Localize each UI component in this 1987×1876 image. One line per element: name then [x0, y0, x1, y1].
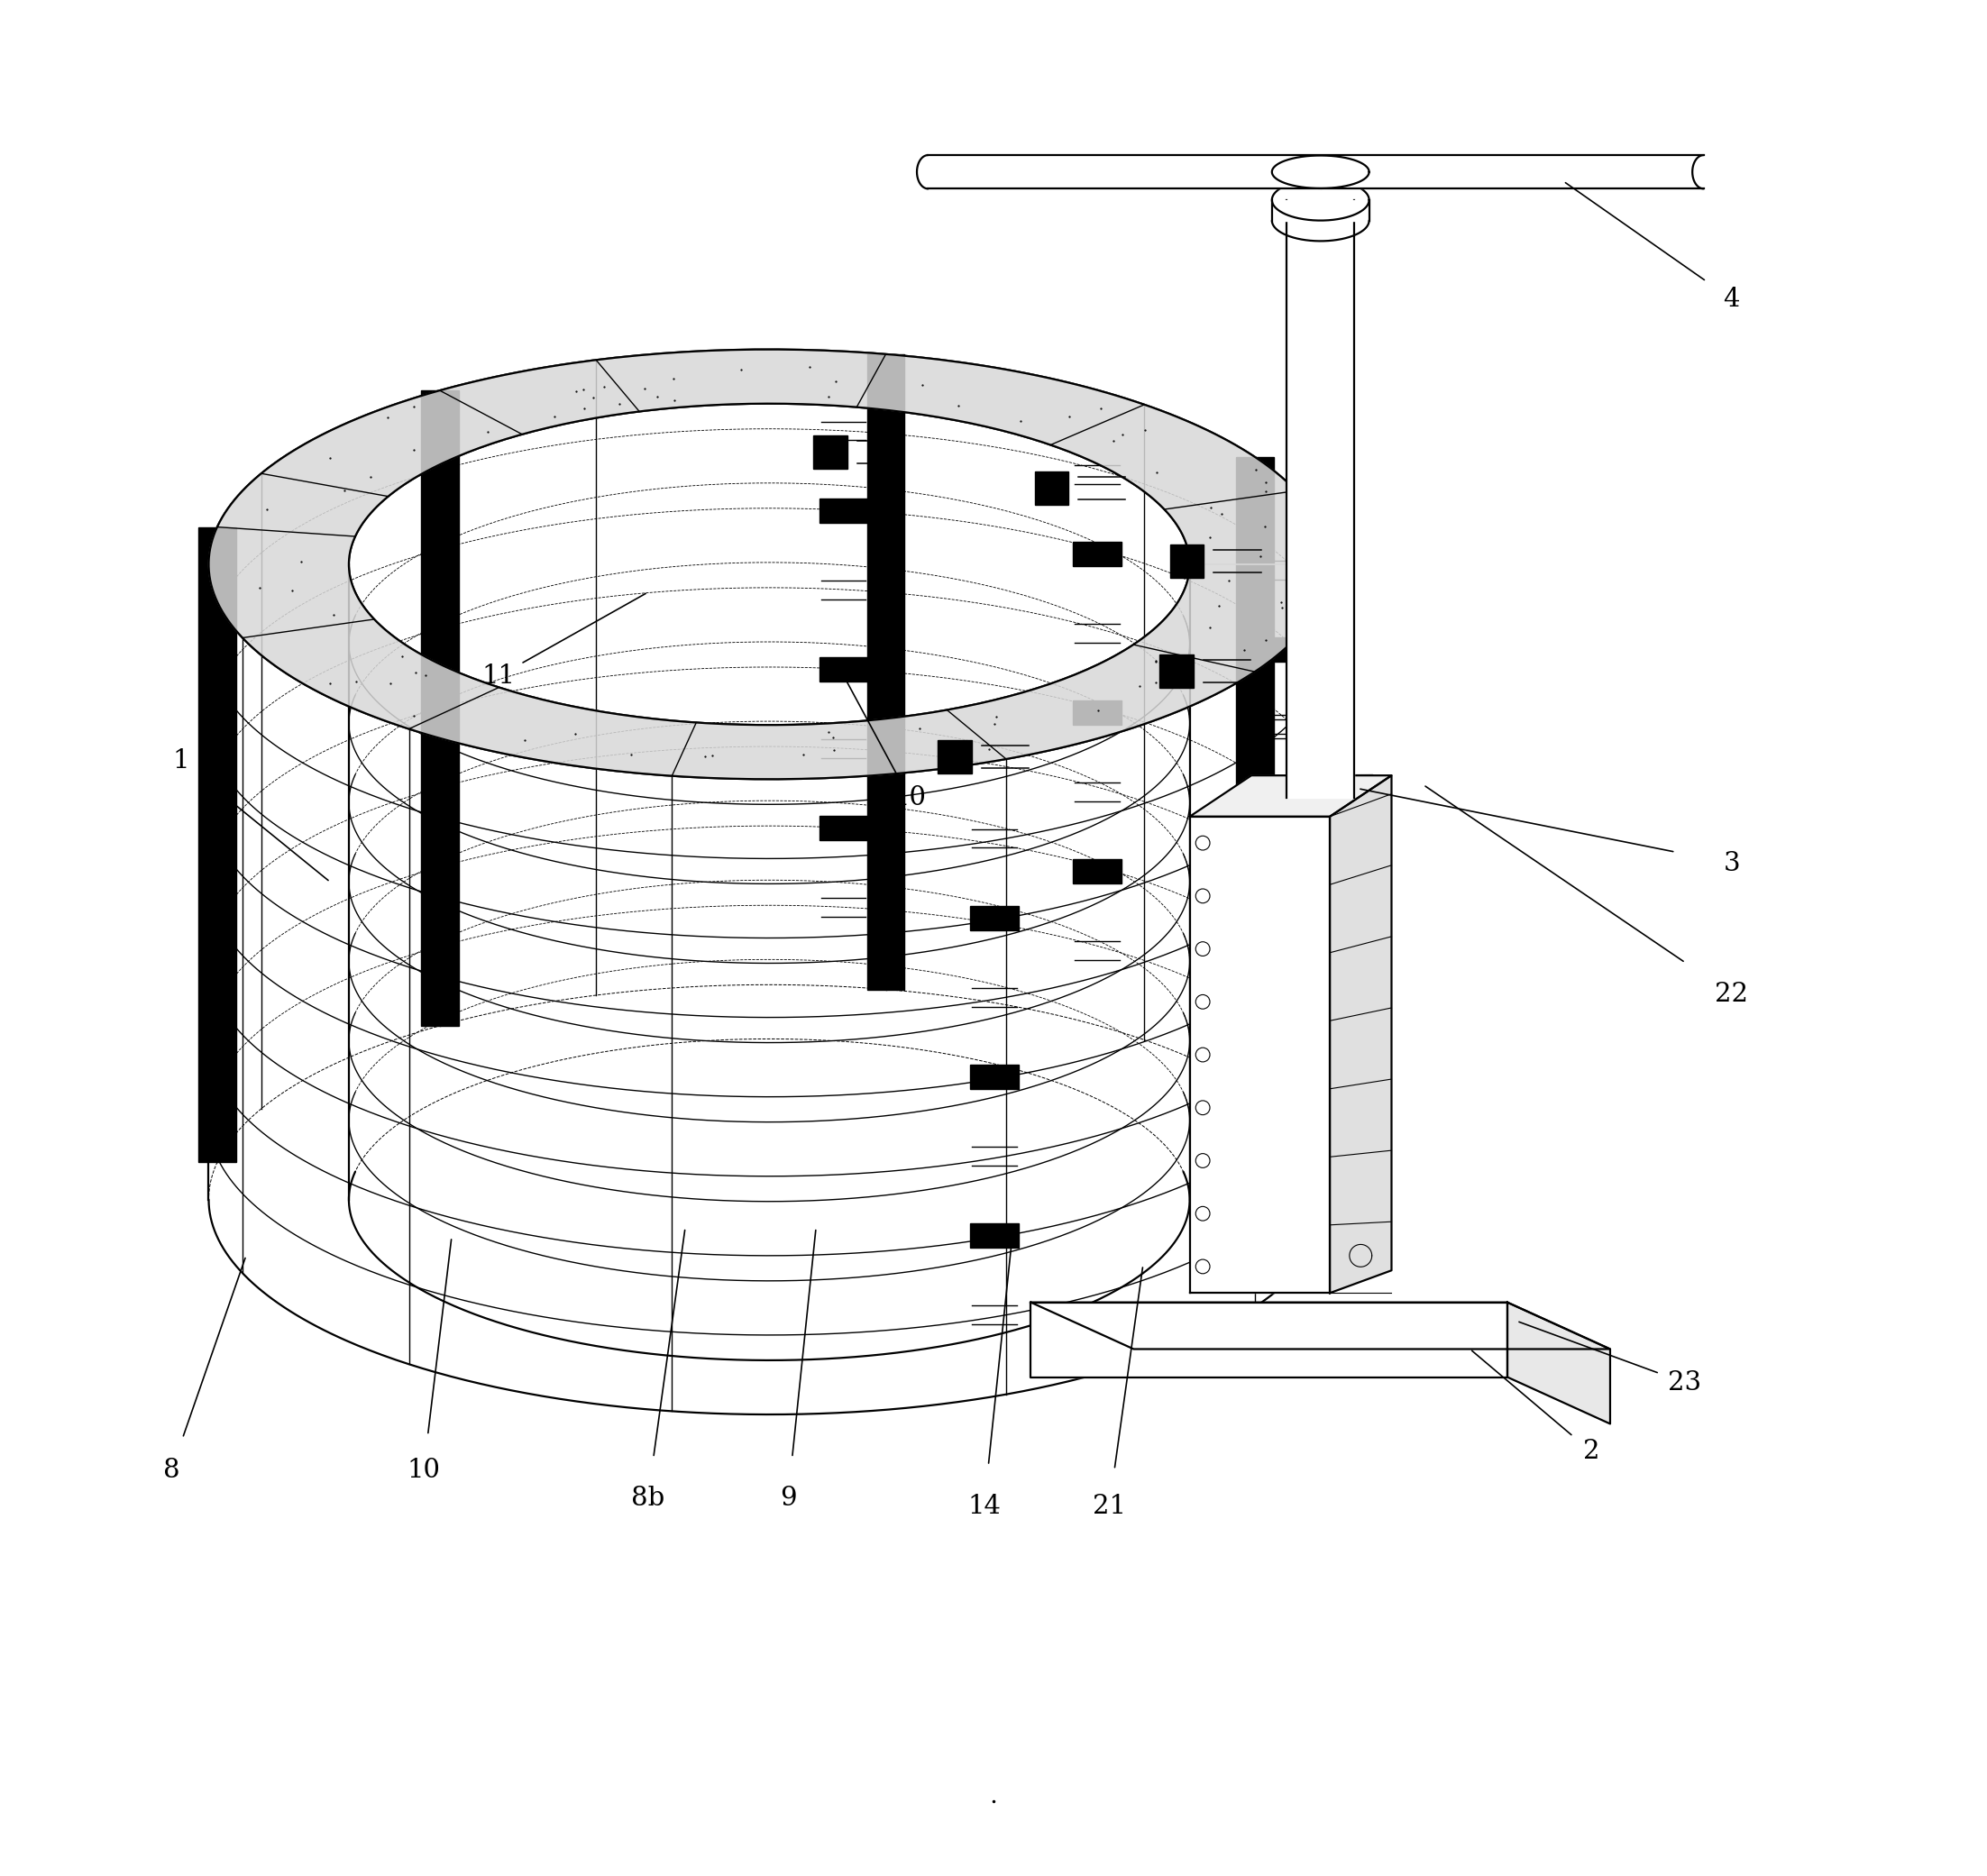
Text: 21: 21	[1093, 1493, 1127, 1520]
Polygon shape	[209, 349, 1329, 779]
Polygon shape	[1260, 775, 1373, 816]
Polygon shape	[209, 349, 1329, 1236]
Bar	[1238, 951, 1288, 976]
Bar	[1035, 471, 1069, 505]
Bar	[1246, 955, 1294, 979]
Text: 8: 8	[163, 1458, 179, 1484]
Polygon shape	[1190, 775, 1391, 816]
Bar	[1073, 542, 1121, 567]
Bar	[813, 435, 846, 469]
Text: 8b: 8b	[632, 1486, 664, 1512]
Bar	[938, 739, 972, 773]
Polygon shape	[1031, 1302, 1508, 1377]
Polygon shape	[1508, 1302, 1609, 1424]
Bar	[1073, 859, 1121, 884]
Bar	[819, 499, 868, 523]
Polygon shape	[421, 390, 459, 1026]
Circle shape	[1196, 1259, 1210, 1274]
Text: 3: 3	[1723, 850, 1741, 876]
Text: 2: 2	[1584, 1439, 1600, 1465]
Bar	[819, 816, 868, 840]
Circle shape	[1196, 1101, 1210, 1114]
Bar	[1238, 1109, 1288, 1133]
Bar	[819, 657, 868, 681]
Text: 1: 1	[173, 749, 189, 773]
Polygon shape	[928, 156, 1703, 189]
Text: 4: 4	[1723, 287, 1741, 311]
Polygon shape	[1236, 458, 1274, 1092]
Polygon shape	[1329, 775, 1391, 1293]
Circle shape	[1196, 1206, 1210, 1221]
Bar	[1238, 792, 1288, 816]
Text: 10: 10	[892, 786, 926, 810]
Text: 14: 14	[968, 1493, 1001, 1520]
Polygon shape	[1190, 816, 1329, 1293]
Polygon shape	[199, 527, 236, 1163]
Text: 11: 11	[481, 664, 515, 688]
Circle shape	[1196, 1154, 1210, 1167]
Polygon shape	[1031, 1302, 1609, 1349]
Bar	[1246, 795, 1294, 820]
Bar	[1246, 638, 1294, 662]
Bar	[970, 906, 1019, 930]
Circle shape	[1196, 994, 1210, 1009]
Circle shape	[1196, 837, 1210, 850]
Polygon shape	[1272, 201, 1369, 221]
Circle shape	[1196, 889, 1210, 902]
Circle shape	[1196, 942, 1210, 957]
Circle shape	[1196, 1047, 1210, 1062]
Text: 22: 22	[1715, 981, 1749, 1007]
Polygon shape	[1288, 201, 1353, 797]
Bar	[1160, 655, 1194, 688]
Polygon shape	[866, 355, 904, 989]
Text: 10: 10	[407, 1458, 441, 1484]
Polygon shape	[1292, 619, 1329, 1255]
Text: 23: 23	[1669, 1369, 1701, 1396]
Bar	[1170, 544, 1204, 578]
Text: 9: 9	[779, 1486, 797, 1512]
Bar	[970, 1223, 1019, 1248]
Bar	[970, 1064, 1019, 1088]
Bar	[1073, 700, 1121, 724]
